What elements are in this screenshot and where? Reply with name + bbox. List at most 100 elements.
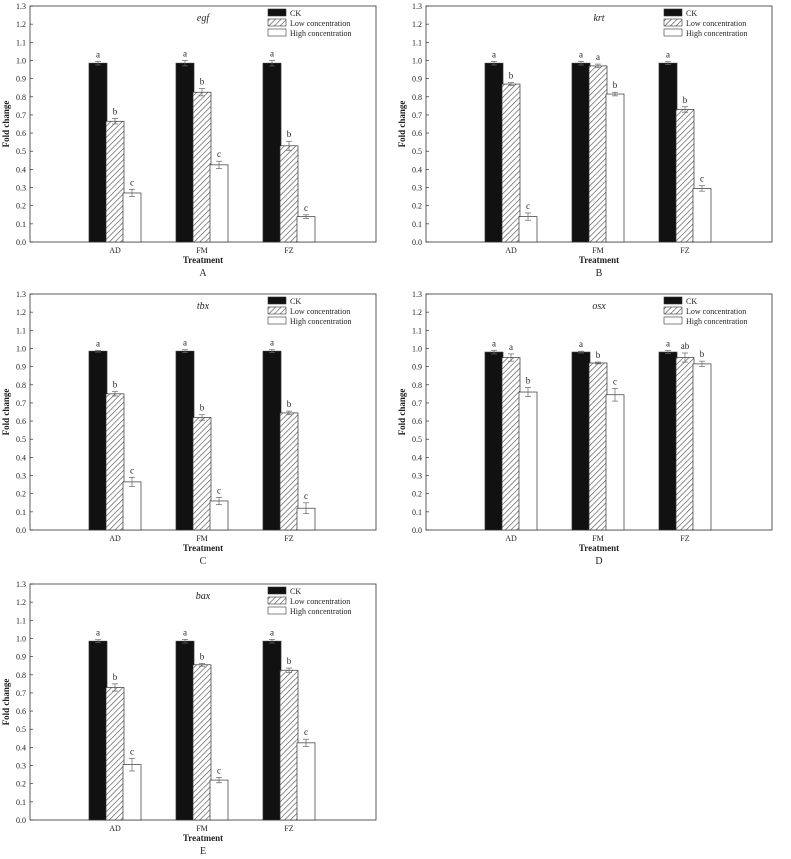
x-tick-label: AD	[109, 246, 121, 255]
y-tick-label: 0.1	[412, 220, 422, 229]
x-tick-label: AD	[505, 246, 517, 255]
significance-letter: b	[683, 95, 688, 105]
bar-ck	[88, 62, 108, 243]
legend-label: High concentration	[686, 29, 748, 38]
bar-low-concentration	[105, 393, 125, 531]
y-tick-label: 0.9	[412, 75, 422, 84]
significance-letter: a	[579, 49, 583, 59]
significance-letter: a	[492, 338, 496, 348]
significance-letter: b	[526, 375, 531, 385]
significance-letter: b	[287, 656, 292, 666]
significance-letter: c	[130, 177, 134, 187]
bar-ck	[175, 350, 195, 531]
bar-low-concentration	[192, 417, 212, 531]
x-tick-label: FZ	[284, 534, 293, 543]
y-tick-label: 0.6	[16, 707, 26, 716]
y-tick-label: 0.8	[16, 381, 26, 390]
bar-ck	[262, 62, 282, 243]
bar-low-concentration	[105, 687, 125, 821]
x-tick-label: AD	[505, 534, 517, 543]
bar-low-concentration	[501, 83, 521, 243]
legend-label: CK	[290, 297, 301, 306]
y-tick-label: 0.8	[16, 93, 26, 102]
legend-label: Low concentration	[290, 597, 350, 606]
y-tick-label: 1.2	[412, 308, 422, 317]
x-axis-label: Treatment	[579, 255, 619, 265]
legend-label: High concentration	[686, 317, 748, 326]
legend-label: Low concentration	[290, 19, 350, 28]
significance-letter: b	[200, 651, 205, 661]
panel-label: D	[595, 556, 602, 567]
panel-label: B	[596, 268, 603, 279]
y-tick-label: 1.1	[412, 38, 422, 47]
chart-title: egf	[197, 13, 210, 24]
y-tick-label: 1.2	[16, 308, 26, 317]
bar-low-concentration	[501, 357, 521, 531]
x-axis-label: Treatment	[183, 543, 223, 553]
significance-letter: ab	[681, 341, 690, 351]
bar-ck	[262, 640, 282, 821]
legend-label: High concentration	[290, 29, 352, 38]
y-tick-label: 0.2	[16, 202, 26, 211]
y-tick-label: 1.2	[412, 20, 422, 29]
y-tick-label: 0.5	[412, 147, 422, 156]
bar-ck	[262, 350, 282, 531]
y-axis-label: Fold change	[1, 389, 11, 436]
y-tick-label: 0.1	[412, 508, 422, 517]
legend-swatch	[267, 8, 287, 17]
y-tick-label: 0.5	[16, 147, 26, 156]
bar-high-concentration	[605, 394, 625, 531]
y-axis-label: Fold change	[397, 389, 407, 436]
y-tick-label: 0.5	[16, 725, 26, 734]
y-tick-label: 0.6	[412, 417, 422, 426]
legend-swatch	[663, 296, 683, 305]
y-tick-label: 0.0	[16, 526, 26, 535]
y-tick-label: 1.0	[16, 56, 26, 65]
legend-swatch	[267, 296, 287, 305]
bar-ck	[175, 62, 195, 243]
bar-low-concentration	[279, 145, 299, 243]
y-tick-label: 1.0	[412, 344, 422, 353]
bar-ck	[484, 62, 504, 243]
x-tick-label: FM	[592, 534, 604, 543]
legend-label: Low concentration	[686, 307, 746, 316]
y-tick-label: 1.0	[412, 56, 422, 65]
significance-letter: b	[200, 77, 205, 87]
bar-high-concentration	[209, 164, 229, 243]
x-tick-label: AD	[109, 534, 121, 543]
y-tick-label: 1.2	[16, 20, 26, 29]
x-tick-label: FM	[196, 246, 208, 255]
bar-high-concentration	[296, 742, 316, 821]
significance-letter: b	[113, 107, 118, 117]
significance-letter: c	[304, 727, 308, 737]
bar-ck	[88, 640, 108, 821]
chart-title: osx	[592, 301, 606, 312]
legend-label: CK	[290, 9, 301, 18]
y-axis-label: Fold change	[397, 101, 407, 148]
y-tick-label: 0.1	[16, 508, 26, 517]
bar-ck	[658, 62, 678, 243]
significance-letter: b	[200, 403, 205, 413]
x-axis-label: Treatment	[183, 833, 223, 843]
significance-letter: b	[613, 80, 618, 90]
significance-letter: b	[700, 349, 705, 359]
x-tick-label: FZ	[284, 246, 293, 255]
bar-high-concentration	[518, 391, 538, 531]
bar-high-concentration	[296, 216, 316, 243]
legend-label: Low concentration	[686, 19, 746, 28]
significance-letter: b	[509, 71, 514, 81]
bar-ck	[175, 640, 195, 821]
y-tick-label: 0.7	[412, 111, 422, 120]
bar-high-concentration	[122, 481, 142, 531]
y-tick-label: 0.8	[412, 381, 422, 390]
y-tick-label: 0.2	[16, 490, 26, 499]
significance-letter: c	[217, 765, 221, 775]
bar-low-concentration	[279, 412, 299, 531]
bar-low-concentration	[588, 65, 608, 243]
y-tick-label: 0.2	[412, 490, 422, 499]
significance-letter: a	[596, 52, 600, 62]
bar-high-concentration	[209, 779, 229, 821]
x-tick-label: FM	[196, 534, 208, 543]
y-tick-label: 0.9	[16, 653, 26, 662]
y-tick-label: 0.6	[16, 417, 26, 426]
